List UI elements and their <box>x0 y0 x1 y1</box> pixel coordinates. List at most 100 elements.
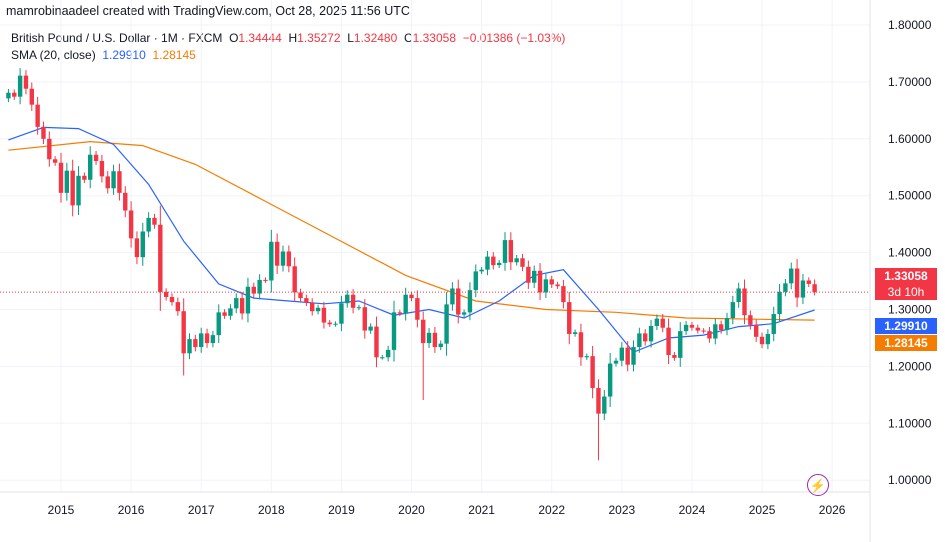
candle-body <box>58 162 64 193</box>
candle-body <box>607 363 613 397</box>
candle-body <box>765 333 771 345</box>
candle <box>432 326 438 353</box>
candle <box>502 232 508 271</box>
candle-body <box>362 307 367 331</box>
candle <box>543 273 549 298</box>
candle-body <box>93 154 99 161</box>
candle-body <box>158 224 163 292</box>
candle-body <box>47 138 52 160</box>
candle-body <box>204 333 210 344</box>
candle-body <box>263 279 268 281</box>
candle-body <box>567 302 572 334</box>
candle <box>88 146 93 189</box>
candle <box>555 281 560 289</box>
candle <box>461 309 467 318</box>
candle-body <box>713 324 718 339</box>
sma-legend[interactable]: SMA (20, close) 1.29910 1.28145 <box>11 47 565 64</box>
candle <box>368 323 373 334</box>
candle <box>152 213 157 229</box>
candle <box>35 96 40 135</box>
candle-body <box>648 326 654 342</box>
candle-body <box>812 284 817 293</box>
candle-body <box>619 347 625 361</box>
candle <box>397 309 403 317</box>
candle-body <box>549 279 554 285</box>
candle <box>380 355 385 360</box>
candle-body <box>695 327 700 331</box>
x-tick-label: 2020 <box>398 503 425 517</box>
change-value: −0.01386 (−1.03%) <box>462 31 566 45</box>
candle-body <box>187 339 192 354</box>
candle-body <box>789 268 794 284</box>
candle <box>631 340 636 372</box>
candle <box>748 310 753 330</box>
candle-body <box>730 302 736 319</box>
candle-body <box>409 294 414 299</box>
candle <box>123 186 128 218</box>
candle <box>385 345 391 362</box>
sma1-value: 1.29910 <box>102 48 146 62</box>
candle-body <box>298 292 303 299</box>
candle <box>473 264 478 298</box>
candle-body <box>368 326 373 331</box>
candle-body <box>759 336 765 345</box>
candle <box>648 319 654 348</box>
candle <box>724 312 730 336</box>
candle-body <box>537 270 543 293</box>
candle <box>17 68 23 105</box>
candle-body <box>245 286 251 314</box>
candles <box>6 68 817 461</box>
candle <box>683 321 689 335</box>
candle <box>421 311 426 400</box>
candle-body <box>234 298 239 309</box>
candle-body <box>543 279 549 293</box>
candle <box>234 293 239 314</box>
candle <box>298 288 303 302</box>
x-tick-label: 2026 <box>819 503 846 517</box>
sma2-value: 1.28145 <box>152 48 196 62</box>
candle <box>216 304 221 344</box>
candle <box>590 345 595 399</box>
candle <box>450 282 455 311</box>
high-value: 1.35272 <box>297 31 341 45</box>
candle-body <box>152 217 157 225</box>
candle-body <box>572 332 578 334</box>
candle <box>467 282 473 321</box>
y-tick-label: 1.10000 <box>888 416 932 430</box>
candle-body <box>520 258 525 267</box>
candle-body <box>806 280 811 284</box>
candle <box>596 379 601 461</box>
candle <box>514 255 519 266</box>
candle <box>572 329 578 337</box>
candle <box>350 289 356 314</box>
candle-body <box>23 75 29 89</box>
last-price-tag: 1.33058 3d 10h <box>875 268 937 300</box>
candle <box>753 319 759 343</box>
candle-body <box>111 171 116 189</box>
candle-body <box>134 238 140 258</box>
candle-body <box>707 331 712 339</box>
candle <box>134 231 140 265</box>
candle <box>619 342 625 367</box>
candle-body <box>771 314 776 334</box>
candle-body <box>724 318 730 330</box>
candle-body <box>292 266 297 293</box>
candle <box>526 260 531 290</box>
candle-body <box>683 324 689 332</box>
candle <box>771 306 776 342</box>
candle <box>713 318 718 345</box>
candle <box>765 329 771 350</box>
candle <box>508 232 514 271</box>
bar-countdown: 3d 10h <box>887 285 925 299</box>
candle <box>672 352 677 361</box>
candle <box>286 245 292 273</box>
candle <box>99 154 105 183</box>
y-tick-label: 1.00000 <box>888 473 932 487</box>
sma-label: SMA (20, close) <box>11 48 96 62</box>
tradingview-lightning-icon[interactable]: ⚡ <box>807 474 829 496</box>
candle-body <box>356 307 362 309</box>
candle <box>812 279 817 296</box>
candle <box>292 257 297 302</box>
candle <box>327 319 332 327</box>
